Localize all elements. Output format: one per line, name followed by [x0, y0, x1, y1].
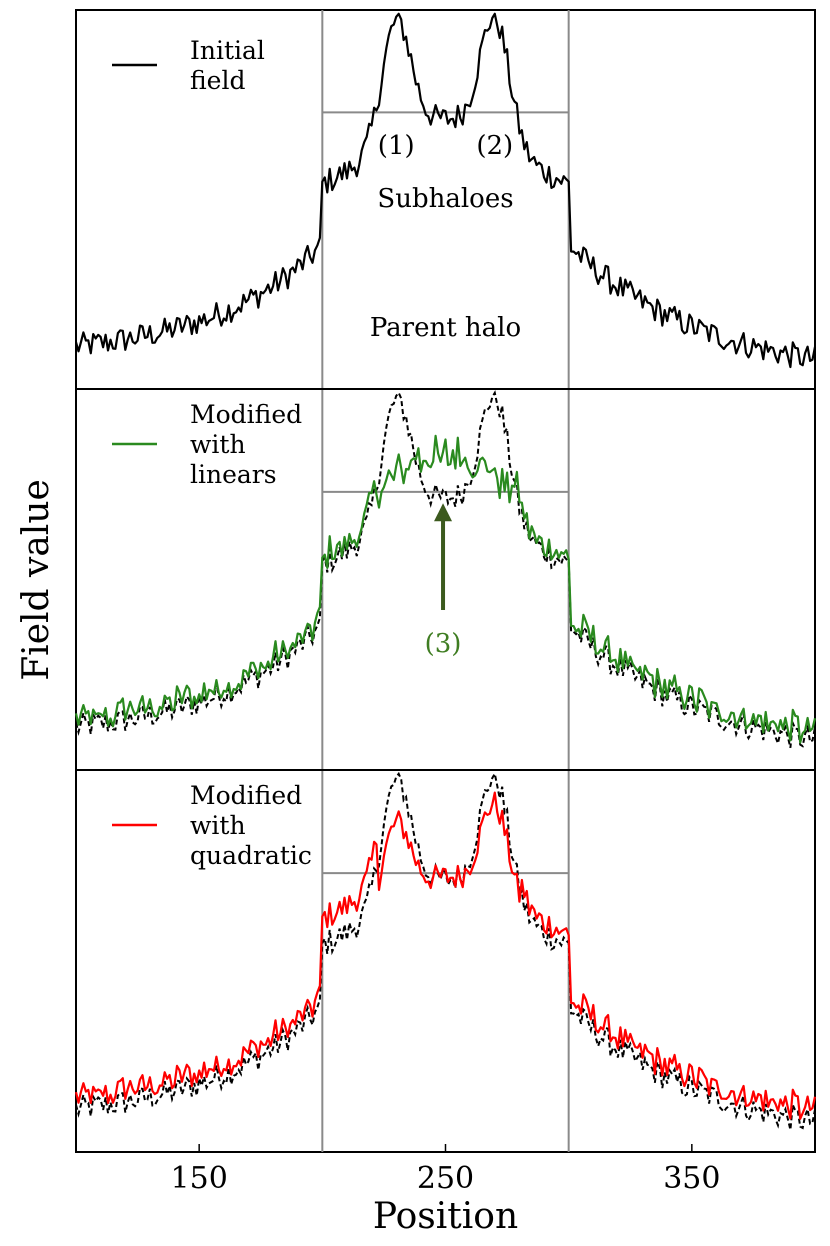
annotation-label: (3): [425, 629, 462, 659]
legend-label: Modified with linears: [190, 400, 302, 489]
plot-frame: [75, 9, 816, 1153]
x-tick-label: 250: [417, 1161, 474, 1196]
series-line-quadratic: [74, 791, 817, 1120]
panel-2: Modified with linears (3): [74, 389, 817, 770]
series-line-base: [74, 12, 817, 369]
x-tick-label: 150: [171, 1161, 228, 1196]
annotation-label: (1): [378, 131, 415, 161]
series-line-linears: [74, 434, 817, 744]
panel-1: Initial field (1) (2) Subhaloes Parent halo: [74, 10, 817, 389]
annotation-label: (2): [476, 131, 513, 161]
legend-label: Initial field: [190, 36, 265, 95]
annotation-arrow-head: [434, 503, 453, 522]
x-tick-label: 350: [663, 1161, 720, 1196]
annotation-label: Subhaloes: [377, 184, 513, 214]
legend-label: Modified with quadratic: [190, 781, 312, 870]
y-axis-label: Field value: [16, 479, 57, 681]
x-axis-label: Position: [373, 1196, 518, 1237]
annotation-label: Parent halo: [370, 313, 521, 343]
series-line-base-dashed: [75, 390, 816, 749]
panel-3: Modified with quadratic: [74, 770, 817, 1152]
